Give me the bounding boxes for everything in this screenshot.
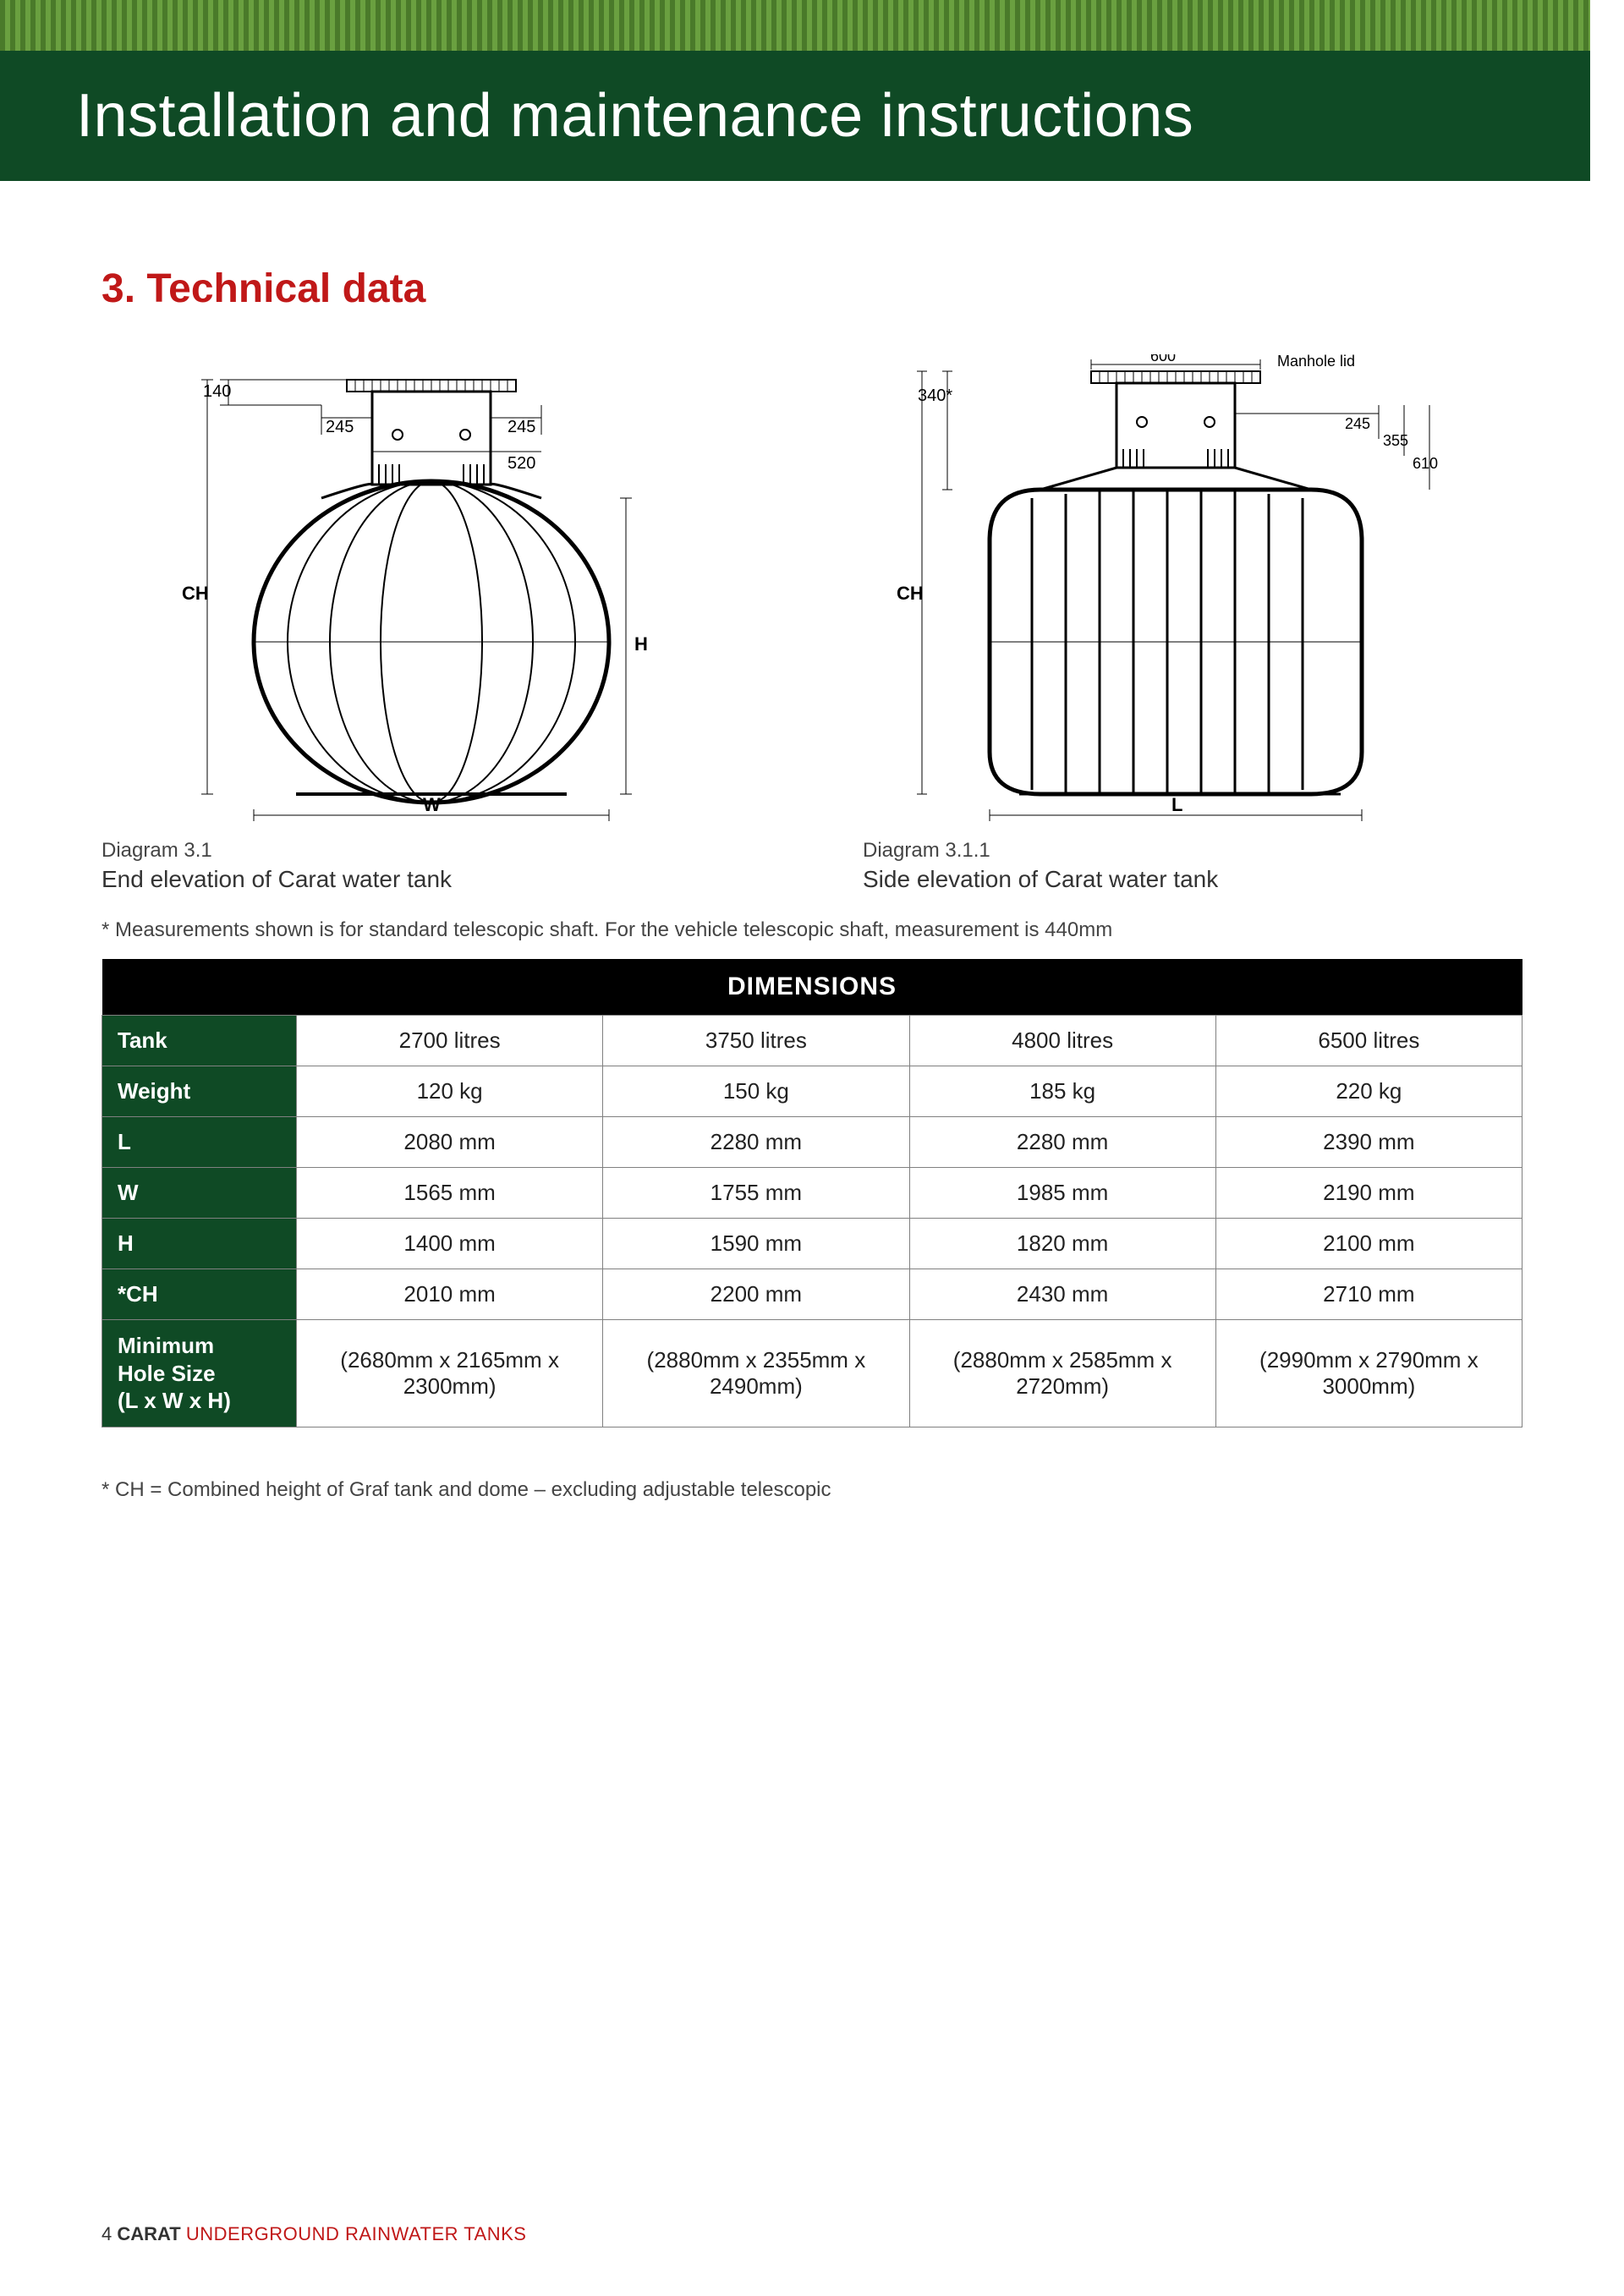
svg-text:CH: CH	[182, 583, 209, 604]
dimensions-table: DIMENSIONS Tank2700 litres3750 litres480…	[102, 959, 1522, 1427]
table-cell: (2880mm x 2355mm x 2490mm)	[603, 1320, 909, 1427]
diagram-side-elevation: 600 Manhole lid	[863, 354, 1522, 893]
row-header: W	[102, 1168, 297, 1219]
row-header: L	[102, 1117, 297, 1168]
table-cell: (2880mm x 2585mm x 2720mm)	[909, 1320, 1215, 1427]
diagram-right-label: Diagram 3.1.1	[863, 839, 1522, 863]
page-footer: 4 CARAT UNDERGROUND RAINWATER TANKS	[102, 2223, 526, 2245]
table-cell: (2990mm x 2790mm x 3000mm)	[1215, 1320, 1522, 1427]
table-cell: 2190 mm	[1215, 1168, 1522, 1219]
ch-note: * CH = Combined height of Graf tank and …	[102, 1478, 1522, 1502]
diagram-left-caption: End elevation of Carat water tank	[102, 866, 761, 893]
svg-text:L: L	[1171, 794, 1182, 815]
table-cell: 220 kg	[1215, 1066, 1522, 1117]
row-header: Weight	[102, 1066, 297, 1117]
row-header: MinimumHole Size(L x W x H)	[102, 1320, 297, 1427]
side-elevation-svg: 600 Manhole lid	[863, 354, 1522, 828]
svg-text:Manhole lid: Manhole lid	[1277, 354, 1355, 370]
table-cell: (2680mm x 2165mm x 2300mm)	[297, 1320, 603, 1427]
diagram-end-elevation: 140 245 245 520 CH	[102, 354, 761, 893]
table-cell: 1820 mm	[909, 1219, 1215, 1269]
table-cell: 2100 mm	[1215, 1219, 1522, 1269]
table-cell: 1590 mm	[603, 1219, 909, 1269]
table-cell: 1755 mm	[603, 1168, 909, 1219]
svg-text:245: 245	[326, 418, 354, 436]
svg-text:520: 520	[508, 454, 535, 473]
table-row: *CH2010 mm2200 mm2430 mm2710 mm	[102, 1269, 1522, 1320]
table-cell: 2080 mm	[297, 1117, 603, 1168]
table-cell: 1985 mm	[909, 1168, 1215, 1219]
table-cell: 120 kg	[297, 1066, 603, 1117]
diagram-left-label: Diagram 3.1	[102, 839, 761, 863]
footer-product: UNDERGROUND RAINWATER TANKS	[186, 2223, 527, 2244]
table-cell: 1565 mm	[297, 1168, 603, 1219]
table-cell: 6500 litres	[1215, 1016, 1522, 1066]
header-bar: Installation and maintenance instruction…	[0, 51, 1590, 181]
table-cell: 2700 litres	[297, 1016, 603, 1066]
svg-text:340*: 340*	[918, 386, 952, 405]
svg-text:245: 245	[1345, 415, 1370, 432]
table-cell: 2710 mm	[1215, 1269, 1522, 1320]
table-cell: 4800 litres	[909, 1016, 1215, 1066]
table-row: Tank2700 litres3750 litres4800 litres650…	[102, 1016, 1522, 1066]
table-cell: 3750 litres	[603, 1016, 909, 1066]
svg-text:600: 600	[1150, 354, 1176, 364]
table-row: W1565 mm1755 mm1985 mm2190 mm	[102, 1168, 1522, 1219]
table-row: Weight120 kg150 kg185 kg220 kg	[102, 1066, 1522, 1117]
svg-text:W: W	[423, 794, 441, 815]
diagram-right-caption: Side elevation of Carat water tank	[863, 866, 1522, 893]
barcode-strip	[0, 0, 1590, 51]
table-row: L2080 mm2280 mm2280 mm2390 mm	[102, 1117, 1522, 1168]
measurement-footnote: * Measurements shown is for standard tel…	[102, 918, 1522, 942]
row-header: Tank	[102, 1016, 297, 1066]
svg-text:CH: CH	[897, 583, 924, 604]
table-row: MinimumHole Size(L x W x H)(2680mm x 216…	[102, 1320, 1522, 1427]
section-title: 3. Technical data	[102, 266, 1522, 312]
svg-text:355: 355	[1383, 432, 1408, 449]
table-cell: 2430 mm	[909, 1269, 1215, 1320]
svg-text:H: H	[634, 633, 648, 655]
table-cell: 2280 mm	[909, 1117, 1215, 1168]
table-cell: 185 kg	[909, 1066, 1215, 1117]
table-title: DIMENSIONS	[102, 959, 1522, 1016]
table-cell: 2280 mm	[603, 1117, 909, 1168]
footer-brand: CARAT	[117, 2223, 180, 2244]
svg-text:610: 610	[1413, 455, 1438, 472]
page-title: Installation and maintenance instruction…	[76, 81, 1514, 151]
table-cell: 2390 mm	[1215, 1117, 1522, 1168]
svg-text:245: 245	[508, 418, 535, 436]
diagrams-row: 140 245 245 520 CH	[102, 354, 1522, 893]
table-cell: 150 kg	[603, 1066, 909, 1117]
table-cell: 2010 mm	[297, 1269, 603, 1320]
table-cell: 1400 mm	[297, 1219, 603, 1269]
end-elevation-svg: 140 245 245 520 CH	[102, 354, 761, 828]
row-header: *CH	[102, 1269, 297, 1320]
table-row: H1400 mm1590 mm1820 mm2100 mm	[102, 1219, 1522, 1269]
page-number: 4	[102, 2223, 112, 2244]
table-cell: 2200 mm	[603, 1269, 909, 1320]
row-header: H	[102, 1219, 297, 1269]
